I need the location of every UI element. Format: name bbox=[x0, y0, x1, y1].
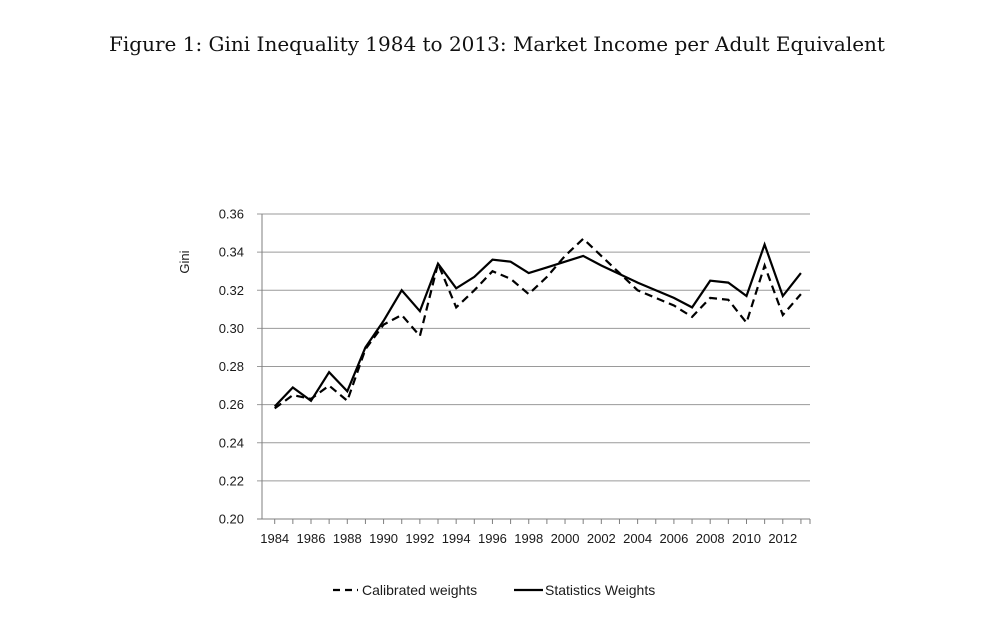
x-tick-label: 2002 bbox=[587, 531, 616, 546]
x-tick-label: 1990 bbox=[369, 531, 398, 546]
y-tick-label: 0.22 bbox=[219, 473, 244, 488]
series-line-statistics-weights bbox=[273, 241, 802, 408]
legend-label-calibrated: Calibrated weights bbox=[362, 582, 477, 598]
series-lines bbox=[273, 237, 802, 410]
y-tick-label: 0.20 bbox=[219, 512, 244, 527]
x-tick-label: 2008 bbox=[696, 531, 725, 546]
x-tick-label: 1992 bbox=[405, 531, 434, 546]
x-tick-label: 2012 bbox=[768, 531, 797, 546]
x-tick-label: 1986 bbox=[297, 531, 326, 546]
legend: Calibrated weights Statistics Weights bbox=[333, 582, 655, 598]
x-tick-label: 1994 bbox=[442, 531, 471, 546]
y-tick-label: 0.30 bbox=[219, 321, 244, 336]
gridlines bbox=[257, 213, 810, 520]
legend-label-statistics: Statistics Weights bbox=[545, 582, 655, 598]
y-tick-label: 0.24 bbox=[219, 435, 244, 450]
x-tick-label: 1988 bbox=[333, 531, 362, 546]
y-tick-label: 0.34 bbox=[219, 245, 244, 260]
x-tick-label: 1996 bbox=[478, 531, 507, 546]
y-tick-label: 0.26 bbox=[219, 397, 244, 412]
figure-caption: Figure 1: Gini Inequality 1984 to 2013: … bbox=[109, 32, 885, 56]
y-axis-title: Gini bbox=[177, 250, 192, 273]
x-tick-label: 2006 bbox=[659, 531, 688, 546]
axes bbox=[261, 214, 811, 524]
x-tick-label: 2000 bbox=[551, 531, 580, 546]
y-tick-label: 0.28 bbox=[219, 359, 244, 374]
x-tick-label: 1984 bbox=[260, 531, 289, 546]
series-line-calibrated-weights bbox=[274, 237, 802, 410]
x-tick-label: 2004 bbox=[623, 531, 652, 546]
y-tick-label: 0.32 bbox=[219, 283, 244, 298]
y-tick-label: 0.36 bbox=[219, 207, 244, 222]
tick-labels: 0.20 0.22 0.24 0.26 0.28 0.30 0.32 0.34 0.36 1984… bbox=[219, 207, 798, 547]
x-tick-label: 1998 bbox=[514, 531, 543, 546]
x-tick-label: 2010 bbox=[732, 531, 761, 546]
